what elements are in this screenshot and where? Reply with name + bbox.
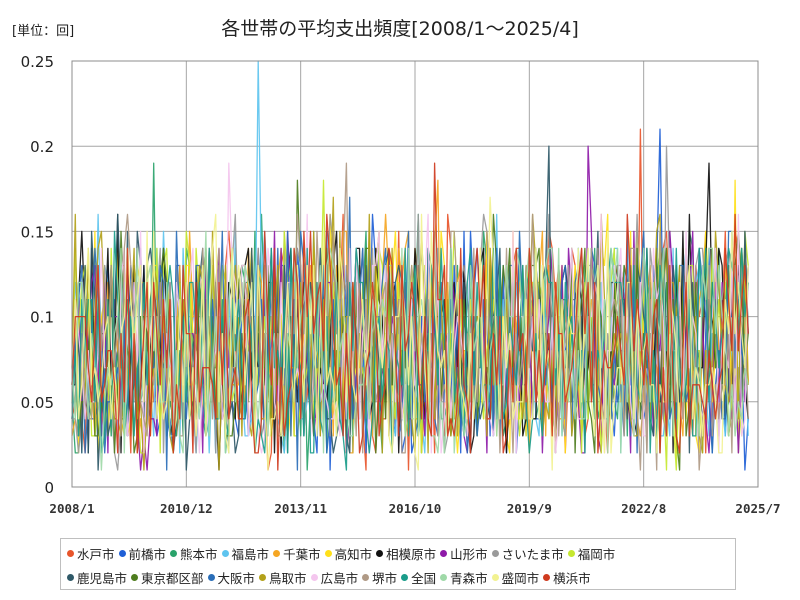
legend-item: 鳥取市	[259, 568, 307, 587]
legend-label: 相模原市	[386, 546, 437, 562]
legend-item: 高知市	[324, 544, 373, 563]
x-tick-label: 2022/8	[621, 501, 666, 516]
y-tick-label: 0.2	[30, 138, 54, 156]
legend-marker	[310, 573, 318, 581]
y-tick-label: 0	[44, 479, 54, 497]
legend-marker	[440, 573, 448, 581]
legend-marker	[207, 573, 215, 581]
legend-item: 福岡市	[567, 544, 616, 563]
legend-item: 横浜市	[543, 568, 591, 587]
legend-item: 大阪市	[207, 568, 256, 587]
legend-marker	[67, 573, 74, 581]
x-tick-label: 2016/10	[389, 501, 442, 516]
legend-marker	[259, 573, 267, 581]
legend-item: 前橋市	[118, 544, 167, 563]
legend-marker	[170, 549, 178, 557]
legend-label: 山形市	[450, 546, 488, 562]
legend-item: 鹿児島市	[67, 568, 127, 587]
legend-marker	[376, 549, 384, 557]
legend-item: 千葉市	[273, 544, 321, 563]
legend-marker	[401, 573, 409, 581]
legend-label: 堺市	[372, 570, 398, 586]
series-line	[71, 196, 749, 471]
legend: 水戸市 前橋市 熊本市 福島市 千葉市 高知市 相模原市 山形市 さいたま市 福岡市 鹿児島市 東京…	[60, 538, 736, 590]
legend-marker	[543, 573, 551, 581]
legend-label: 鳥取市	[269, 570, 307, 586]
legend-item: 相模原市	[376, 544, 436, 563]
legend-marker	[567, 549, 575, 557]
legend-row: 水戸市 前橋市 熊本市 福島市 千葉市 高知市 相模原市 山形市 さいたま市 福岡市	[67, 541, 731, 565]
legend-marker	[491, 549, 499, 557]
legend-item: 堺市	[362, 568, 397, 587]
unit-label: [単位：回]	[12, 24, 75, 39]
x-tick-label: 2013/11	[274, 501, 327, 516]
legend-item: 青森市	[440, 568, 488, 587]
legend-label: 青森市	[450, 570, 488, 586]
legend-marker	[131, 573, 139, 581]
legend-label: 福岡市	[577, 546, 616, 562]
legend-label: 福島市	[231, 546, 270, 562]
legend-label: 千葉市	[283, 546, 321, 562]
legend-item: 山形市	[440, 544, 488, 563]
legend-label: 盛岡市	[501, 570, 540, 586]
chart-title: 各世帯の平均支出頻度[2008/1～2025/4]	[221, 18, 579, 40]
legend-marker	[118, 549, 126, 557]
legend-item: 広島市	[310, 568, 359, 587]
legend-label: 東京都区部	[141, 570, 204, 586]
legend-item: 東京都区部	[131, 568, 204, 587]
legend-item: さいたま市	[491, 544, 564, 563]
x-tick-label: 2010/12	[160, 501, 213, 516]
y-tick-label: 0.15	[21, 223, 54, 241]
legend-item: 盛岡市	[491, 568, 540, 587]
y-tick-label: 0.25	[21, 53, 54, 71]
legend-label: さいたま市	[501, 546, 564, 562]
x-tick-label: 2025/7	[735, 501, 780, 516]
series-line	[71, 162, 749, 471]
legend-item: 福島市	[221, 544, 270, 563]
legend-label: 熊本市	[180, 546, 218, 562]
legend-row: 鹿児島市 東京都区部 大阪市 鳥取市 広島市 堺市 全国 青森市 盛岡市 横浜市	[67, 565, 731, 589]
legend-label: 高知市	[334, 546, 373, 562]
y-tick-label: 0.1	[30, 309, 54, 327]
legend-label: 横浜市	[553, 570, 591, 586]
legend-item: 熊本市	[170, 544, 218, 563]
legend-marker	[324, 549, 332, 557]
legend-marker	[491, 573, 499, 581]
legend-marker	[440, 549, 448, 557]
legend-marker	[273, 549, 281, 557]
legend-item: 水戸市	[67, 544, 115, 563]
legend-marker	[67, 549, 74, 557]
x-tick-label: 2008/1	[49, 501, 94, 516]
legend-label: 大阪市	[217, 570, 256, 586]
legend-label: 前橋市	[128, 546, 167, 562]
legend-label: 鹿児島市	[77, 570, 128, 586]
x-tick-label: 2019/9	[507, 501, 552, 516]
y-tick-label: 0.05	[21, 394, 54, 412]
legend-label: 水戸市	[77, 546, 115, 562]
legend-marker	[221, 549, 229, 557]
legend-marker	[362, 573, 370, 581]
legend-label: 広島市	[320, 570, 359, 586]
plot-frame	[71, 60, 759, 488]
legend-label: 全国	[411, 570, 437, 586]
legend-item: 全国	[401, 568, 436, 587]
